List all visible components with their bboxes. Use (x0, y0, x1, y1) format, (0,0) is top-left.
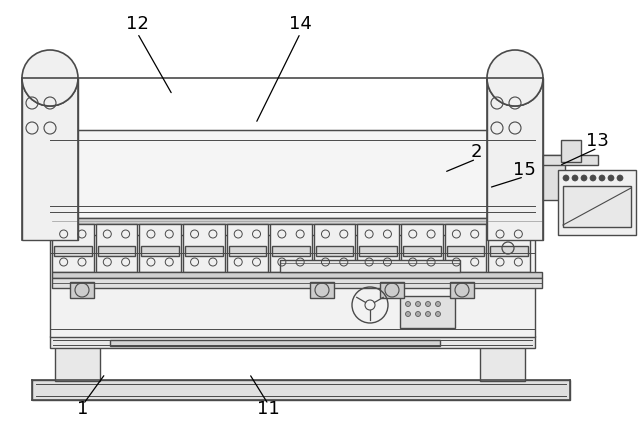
Circle shape (426, 312, 431, 316)
Circle shape (436, 301, 440, 306)
Circle shape (572, 175, 578, 181)
Bar (447, 246, 484, 255)
Bar (52, 272, 542, 278)
Circle shape (599, 175, 605, 181)
Circle shape (22, 50, 78, 106)
Bar (96, 224, 137, 272)
Circle shape (415, 312, 420, 316)
Bar (32, 380, 570, 400)
Bar (403, 246, 441, 255)
Circle shape (415, 301, 420, 306)
Bar (50, 336, 535, 348)
Text: 1: 1 (77, 400, 89, 418)
Bar (141, 246, 179, 255)
Bar (50, 235, 535, 337)
Circle shape (608, 175, 614, 181)
Bar (183, 224, 224, 272)
Bar (310, 282, 334, 298)
Bar (54, 246, 91, 255)
Bar (55, 345, 100, 381)
Circle shape (436, 312, 440, 316)
Bar (380, 282, 404, 298)
Bar (543, 155, 565, 200)
Bar (487, 78, 543, 240)
Bar (400, 296, 455, 328)
Bar (70, 282, 94, 298)
Bar (98, 246, 135, 255)
Bar (52, 224, 94, 272)
Circle shape (406, 301, 410, 306)
Bar (563, 186, 631, 227)
Circle shape (617, 175, 623, 181)
Bar (316, 246, 353, 255)
Bar (480, 345, 525, 381)
Bar (185, 246, 222, 255)
Bar (543, 155, 598, 165)
Text: 12: 12 (126, 15, 149, 33)
Bar (227, 224, 268, 272)
Circle shape (563, 175, 569, 181)
Text: 11: 11 (257, 400, 280, 418)
Bar (50, 130, 535, 218)
Circle shape (426, 301, 431, 306)
Bar (280, 260, 460, 272)
Bar (52, 218, 542, 224)
Bar (450, 282, 474, 298)
Bar (52, 278, 542, 288)
Bar (357, 224, 399, 272)
Bar (139, 224, 181, 272)
Bar (314, 224, 355, 272)
Bar (270, 224, 312, 272)
Bar (401, 224, 443, 272)
Text: 14: 14 (289, 15, 312, 33)
Circle shape (406, 312, 410, 316)
Bar (272, 246, 310, 255)
Text: 15: 15 (512, 161, 535, 179)
Bar (360, 246, 397, 255)
Circle shape (487, 50, 543, 106)
Bar (229, 246, 266, 255)
Circle shape (590, 175, 596, 181)
Bar (488, 224, 530, 272)
Bar (110, 340, 440, 346)
Bar (561, 140, 581, 162)
Bar (558, 170, 636, 235)
Text: 2: 2 (470, 144, 482, 161)
Bar (22, 78, 78, 240)
Circle shape (581, 175, 587, 181)
Bar (445, 224, 486, 272)
Bar (490, 246, 528, 255)
Text: 13: 13 (586, 133, 609, 150)
